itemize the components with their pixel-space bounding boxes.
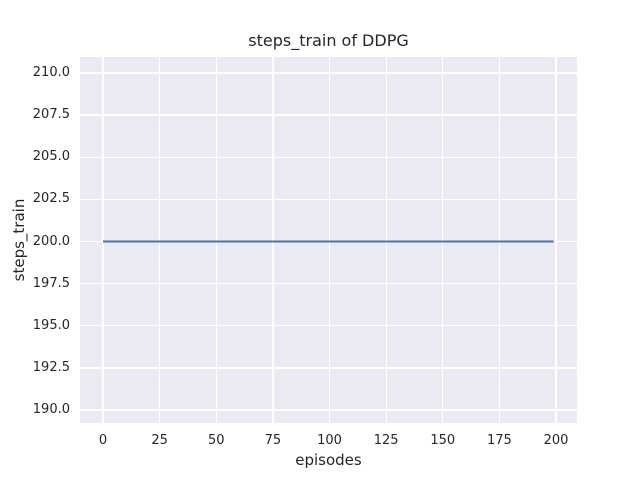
- gridline-horizontal: [80, 367, 577, 369]
- y-tick-label: 207.5: [32, 107, 70, 123]
- x-tick-label: 150: [430, 433, 456, 448]
- gridline-horizontal: [80, 114, 577, 116]
- data-line-layer: [102, 240, 554, 243]
- gridline-horizontal: [80, 282, 577, 285]
- chart-title: steps_train of DDPG: [248, 31, 409, 50]
- y-tick-label: 210.0: [32, 65, 70, 80]
- gridline-vertical: [272, 57, 274, 423]
- gridline-horizontal: [80, 198, 577, 201]
- y-tick-label: 202.5: [32, 191, 70, 207]
- gridline-horizontal: [80, 156, 577, 158]
- gridline-horizontal: [80, 325, 577, 327]
- y-tick-label: 195.0: [32, 317, 70, 333]
- x-tick-label: 175: [486, 433, 512, 448]
- x-tick-label: 25: [151, 433, 168, 448]
- gridline-horizontal: [80, 409, 577, 411]
- gridline-vertical: [498, 57, 501, 423]
- x-tick-label: 125: [373, 433, 399, 448]
- gridline-vertical: [102, 57, 104, 423]
- y-tick-label: 205.0: [32, 149, 70, 165]
- gridline-vertical: [385, 57, 387, 423]
- y-tick-label: 190.0: [32, 402, 70, 418]
- gridline-vertical: [328, 57, 331, 423]
- x-tick-label: 0: [98, 433, 108, 448]
- gridline-vertical: [158, 57, 161, 423]
- plot-area: [80, 57, 577, 423]
- y-tick-label: 192.5: [32, 359, 70, 375]
- x-axis-label: episodes: [295, 451, 362, 469]
- x-tick-label: 75: [264, 433, 282, 448]
- gridline-vertical: [442, 57, 444, 423]
- gridline-vertical: [215, 57, 217, 423]
- x-tick-label: 200: [543, 433, 569, 448]
- x-tick-label: 50: [207, 433, 225, 448]
- gridline-vertical: [555, 57, 557, 423]
- y-tick-label: 200.0: [32, 233, 70, 249]
- gridline-horizontal: [80, 72, 577, 74]
- x-tick-label: 100: [317, 433, 342, 448]
- y-tick-label: 197.5: [32, 275, 70, 291]
